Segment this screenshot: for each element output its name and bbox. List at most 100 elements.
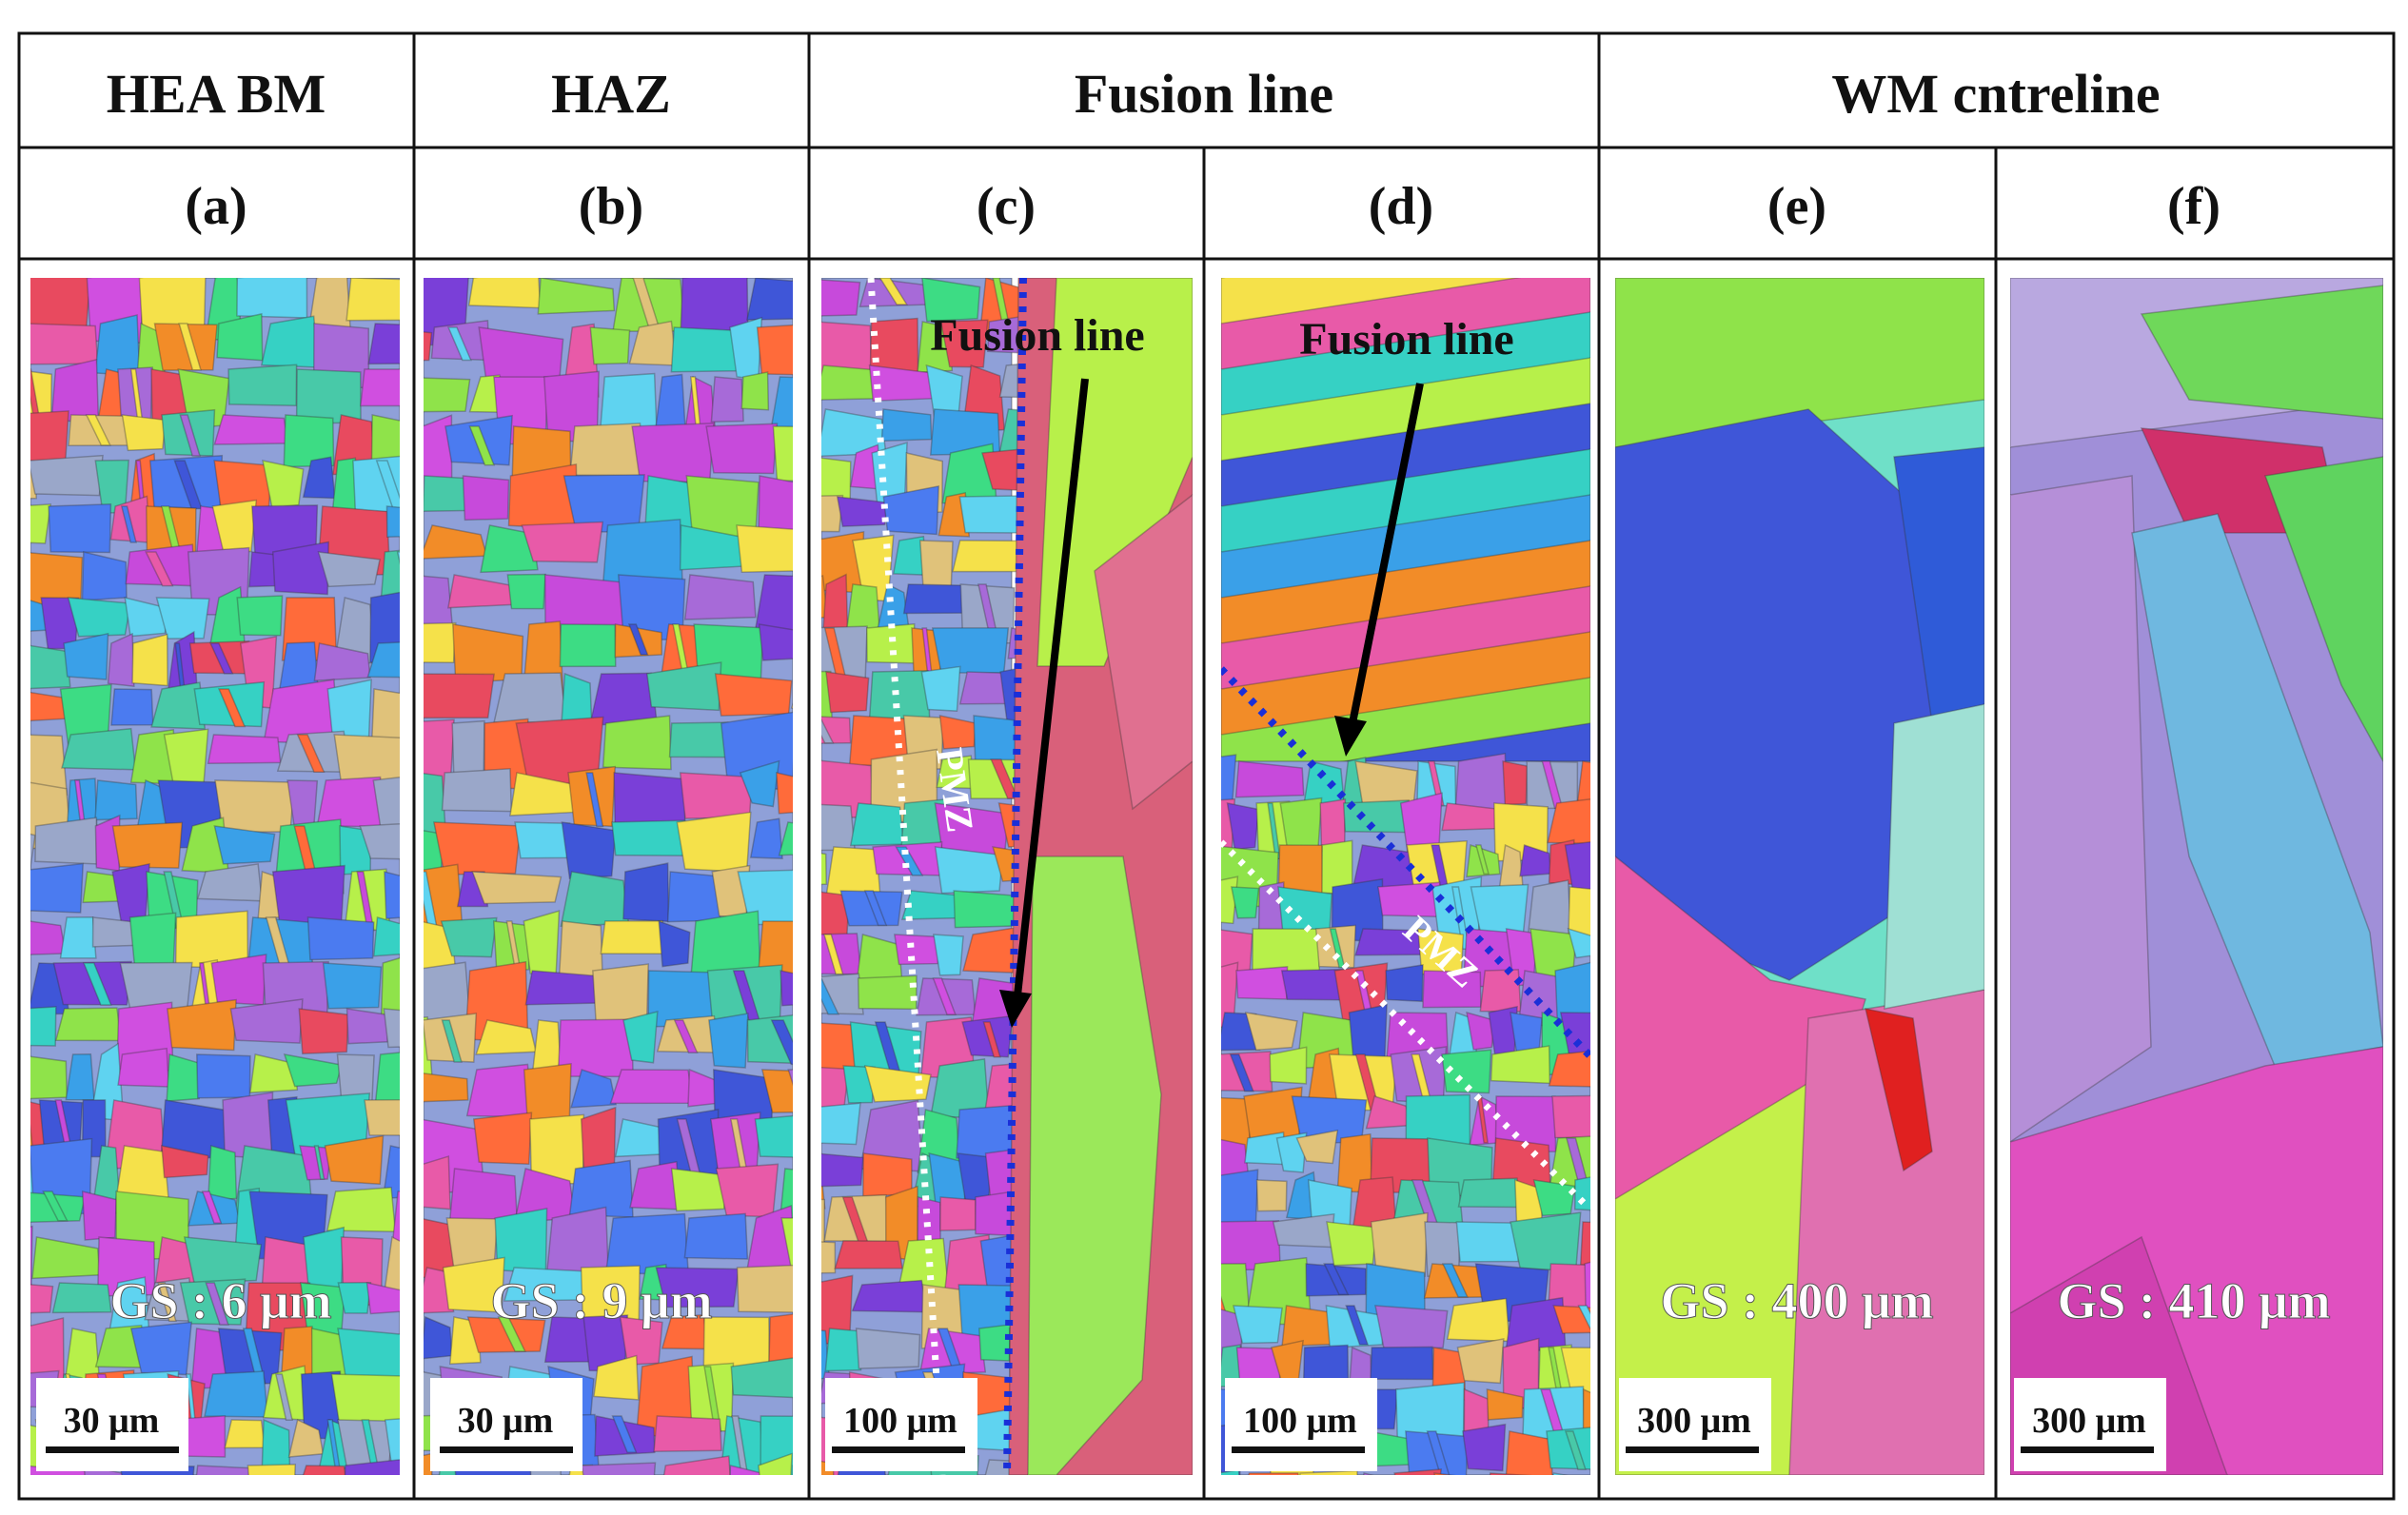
grain	[631, 422, 715, 483]
grain	[821, 1241, 837, 1274]
grain	[465, 1063, 534, 1118]
grain	[322, 962, 383, 1010]
pmz-boundary-line-d	[1221, 839, 1588, 1207]
grain	[821, 1102, 861, 1146]
grain	[2263, 456, 2383, 762]
grain	[1221, 1169, 1259, 1230]
grain	[736, 524, 793, 574]
grain	[344, 1459, 400, 1475]
grain	[1370, 1211, 1429, 1277]
grain	[441, 1019, 463, 1063]
grain	[545, 1206, 610, 1278]
panel-label-b: (b)	[579, 177, 643, 236]
grain	[933, 934, 964, 976]
grain	[424, 475, 466, 512]
grain	[622, 1011, 659, 1064]
grain	[931, 627, 1010, 674]
grain	[863, 890, 888, 927]
grain	[1577, 1305, 1590, 1331]
grain	[939, 319, 989, 368]
grain	[1456, 1337, 1505, 1385]
grain	[768, 1313, 793, 1367]
grain	[121, 414, 167, 452]
grain	[849, 802, 905, 847]
grain	[1221, 1469, 1240, 1475]
grain	[1221, 357, 1590, 468]
grain	[2010, 475, 2152, 1143]
grain	[851, 1279, 928, 1313]
grain	[302, 1465, 346, 1475]
grain	[440, 916, 498, 958]
grain	[585, 772, 604, 828]
grain	[862, 1152, 913, 1197]
grain	[274, 1373, 293, 1422]
grain	[424, 1072, 469, 1103]
grain	[261, 1418, 291, 1475]
grain	[356, 871, 375, 932]
grain	[1221, 448, 1590, 560]
grain	[645, 661, 722, 712]
grain	[120, 505, 137, 543]
header-hea-bm: HEA BM	[107, 63, 326, 125]
grain	[622, 862, 670, 923]
grain	[260, 315, 320, 368]
grain	[380, 956, 400, 1024]
grain	[166, 998, 237, 1052]
grain	[932, 977, 957, 1015]
grain	[161, 1145, 209, 1179]
grain	[384, 871, 400, 920]
grain	[1221, 631, 1590, 742]
grain	[593, 1354, 640, 1401]
grain	[153, 323, 218, 371]
grain	[236, 595, 284, 637]
grain	[1221, 278, 1590, 377]
grain	[466, 1316, 546, 1353]
grain	[30, 454, 104, 497]
panel-c-overlays	[867, 278, 1089, 1475]
grain	[1552, 1305, 1590, 1334]
grain	[1281, 1305, 1333, 1348]
grain	[570, 1069, 618, 1109]
grain-size-f: GS : 410 μm	[2057, 1272, 2330, 1329]
grain	[821, 977, 840, 1015]
grain	[842, 1065, 876, 1104]
grain	[345, 1008, 389, 1045]
grain	[313, 1145, 326, 1180]
grain	[1221, 540, 1590, 651]
grain	[514, 821, 571, 859]
grain	[30, 1006, 57, 1047]
grain	[787, 1069, 793, 1087]
grain	[337, 1281, 372, 1314]
grain	[839, 890, 903, 927]
grain	[683, 574, 757, 620]
grain	[1269, 1046, 1308, 1085]
scale-bar-e: 300 μm	[1619, 1378, 1771, 1471]
grain	[1554, 961, 1590, 1028]
grain	[776, 772, 793, 815]
grain	[662, 1455, 731, 1475]
grain	[196, 1053, 251, 1099]
header-wm-centreline: WM cntreline	[1831, 63, 2160, 125]
table-grid	[17, 31, 2396, 1501]
arrow-d	[1348, 383, 1424, 729]
grain	[30, 862, 85, 914]
grain	[739, 759, 780, 808]
grain	[207, 1145, 238, 1202]
scale-bar-c: 100 μm	[825, 1378, 977, 1471]
scale-bar-label-a: 30 μm	[64, 1401, 160, 1441]
grain	[208, 642, 234, 675]
arrowhead-d	[1334, 716, 1367, 757]
grain	[283, 414, 335, 468]
grain	[736, 1264, 793, 1313]
grain	[150, 681, 207, 730]
grain	[372, 776, 400, 828]
grain	[1486, 1388, 1524, 1421]
grain	[366, 641, 400, 679]
panel-label-f: (f)	[2167, 177, 2220, 236]
grain	[758, 623, 793, 661]
grain	[453, 1465, 533, 1475]
grain	[1446, 1297, 1510, 1343]
grain	[1474, 844, 1490, 876]
grain	[746, 278, 793, 321]
grain	[744, 1204, 793, 1285]
